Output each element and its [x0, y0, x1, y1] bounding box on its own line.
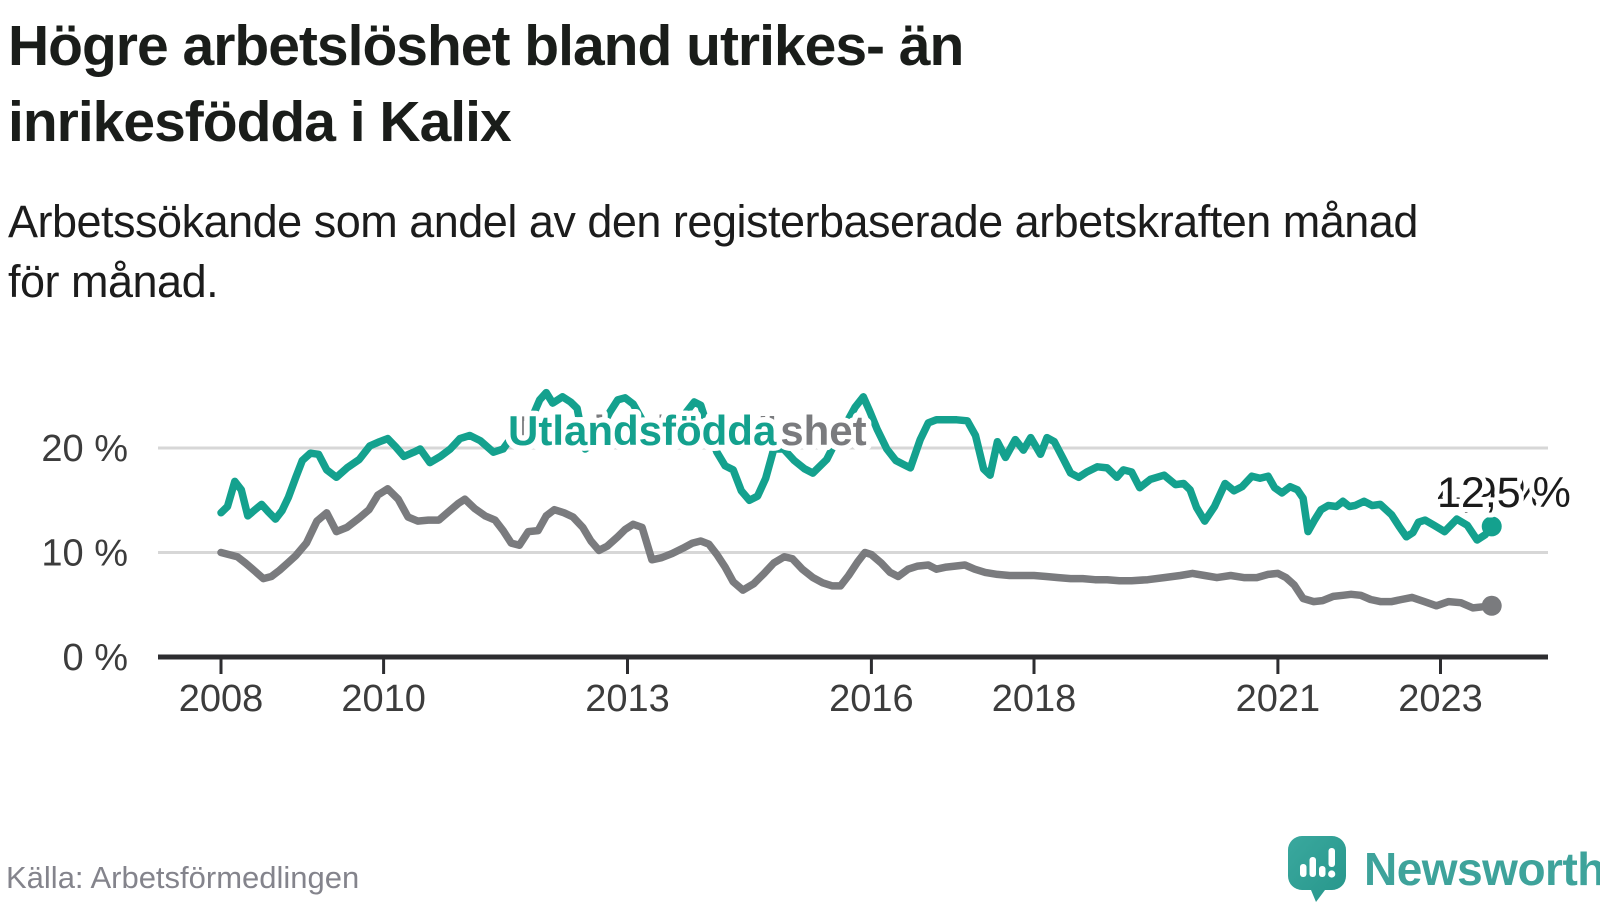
source-caption: Källa: Arbetsförmedlingen — [6, 860, 360, 895]
x-axis-tick-label-2013: 2013 — [585, 678, 670, 720]
exclamation-stem — [1328, 848, 1335, 867]
bar-2 — [1309, 857, 1316, 877]
series-label-total-arbetsl-shet: Total arbetslöshet — [508, 407, 867, 454]
speech-bubble-shape — [1288, 836, 1346, 902]
end-value-label-utlandsf-dda: 12,5 % — [1437, 469, 1571, 517]
title-line-2: inrikesfödda i Kalix — [8, 90, 512, 154]
title-line-1: Högre arbetslöshet bland utrikes- än — [8, 14, 964, 78]
x-axis-tick-label-2008: 2008 — [179, 678, 264, 720]
series-end-dot-utlandsf-dda — [1481, 516, 1502, 537]
subtitle-line-2: för månad. — [8, 256, 219, 307]
chart-subtitle: Arbetssökande som andel av den registerb… — [8, 192, 1588, 312]
subtitle-line-1: Arbetssökande som andel av den registerb… — [8, 196, 1418, 247]
y-axis-tick-label-0: 0 % — [63, 637, 128, 679]
series-label-utlandsf-dda: Utlandsfödda — [508, 407, 777, 454]
end-value-label-total-arbetsl-shet: 4,9 % — [1437, 469, 1547, 517]
series-end-dot-total-arbetsl-shet — [1481, 595, 1502, 616]
series-line-total-arbetsl-shet — [217, 485, 1496, 612]
bar-1 — [1300, 864, 1307, 877]
page-title: Högre arbetslöshet bland utrikes- än inr… — [8, 8, 1578, 160]
newsworthy-logo: Newsworthy — [1288, 836, 1600, 902]
x-axis-tick-label-2010: 2010 — [341, 678, 426, 720]
x-axis-tick-label-2021: 2021 — [1236, 678, 1321, 720]
y-axis-tick-label-10: 10 % — [41, 533, 128, 575]
bar-3 — [1319, 866, 1326, 877]
x-axis-tick-label-2018: 2018 — [992, 678, 1077, 720]
exclamation-dot — [1328, 870, 1336, 878]
x-axis-tick-label-2016: 2016 — [829, 678, 914, 720]
series-line-utlandsf-dda — [217, 388, 1496, 544]
x-axis-tick-label-2023: 2023 — [1398, 678, 1483, 720]
y-axis-tick-label-20: 20 % — [41, 428, 128, 470]
speech-bubble-bar-chart-icon — [1288, 836, 1346, 902]
brand-name: Newsworthy — [1364, 843, 1600, 895]
